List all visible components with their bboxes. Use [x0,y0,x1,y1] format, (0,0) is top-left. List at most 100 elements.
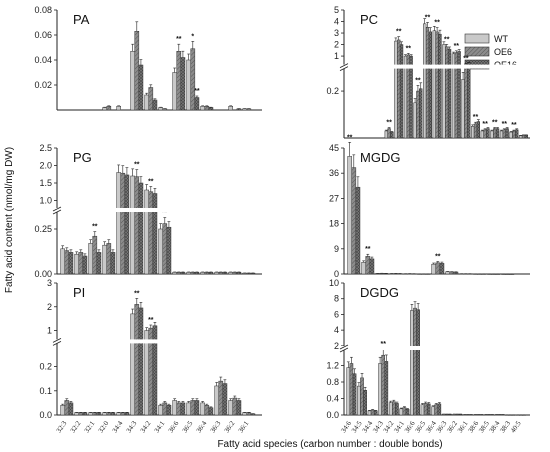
x-tick-label: 36:5 [181,419,195,434]
bar [138,64,144,111]
significance-mark: ** [162,210,168,217]
bar [524,134,529,139]
significance-mark: ** [482,121,488,128]
bar [106,412,112,416]
x-tick-label: 32:2 [69,419,83,434]
bar [351,167,357,275]
axis-break-mark [339,344,349,350]
y-tick-label: 0.1 [39,386,52,396]
y-tick-label: 2.0 [39,161,52,171]
significance-mark: ** [415,77,421,84]
legend-swatch-wt [464,33,490,44]
bar [431,263,436,275]
bar [162,402,168,416]
bar [158,405,163,416]
bar [355,186,361,275]
bar [64,250,70,275]
bar [152,99,158,111]
bar [186,402,191,416]
bar [495,128,500,139]
bar [120,412,126,416]
bar [180,402,186,416]
bar [180,271,186,275]
bar [204,405,210,416]
bar [82,255,88,275]
bar [399,408,404,416]
bar [138,182,144,275]
bar [124,174,130,275]
bar [367,410,372,416]
bar [373,410,378,416]
bar [92,412,98,416]
panel-title: PC [360,12,378,27]
bar [394,40,398,139]
legend-label-wt: WT [494,34,508,44]
significance-mark: ** [347,134,353,141]
y-tick-label: 0.25 [34,224,52,234]
bar [180,57,186,111]
y-tick-label: 0.4 [326,394,339,404]
significance-mark: ** [134,162,140,169]
y-tick-label: 1.5 [39,178,52,188]
panel-mgdg: 0 9 18 27 36 45 MGDG ** ** ** [329,134,530,279]
bar [190,48,196,111]
bar [480,130,484,139]
axis-break-mark [52,206,62,212]
bar [228,106,233,111]
bar [144,94,149,111]
bar [423,23,427,139]
bar [461,79,465,139]
y-tick-label: 1 [47,326,52,336]
bar [384,361,389,416]
y-tick-label: 3 [47,278,52,288]
y-tick-label: 3 [334,28,339,38]
panel-title: MGDG [360,150,400,165]
y-tick-label: 0.2 [39,362,52,372]
bar [172,271,177,275]
bar [218,380,224,416]
bar [158,107,163,111]
axis-break [340,64,530,69]
bar [78,252,84,275]
significance-mark: ** [148,179,154,186]
y-tick-label: 0 [334,269,339,279]
y-tick-label: 4 [334,17,339,27]
bar [381,354,386,416]
bar [152,325,158,416]
bar [473,123,478,139]
x-tick-label: 34:3 [125,419,139,434]
bar [449,271,455,275]
bar [365,256,371,275]
bar [250,413,256,416]
x-tick-label: 36:4 [195,419,209,434]
bar [360,377,364,416]
bar [457,51,461,139]
y-tick-label: 0.0 [39,410,52,420]
bar [464,63,468,139]
bar [186,59,191,111]
y-tick-label: 0.8 [326,377,339,387]
bar [419,88,423,139]
panel-pg: 0.00 0.25 1.0 1.5 2.0 2.5 PG ** ** ** ** [34,143,262,279]
bar [426,403,431,416]
y-axis-title: Fatty acid content (nmol/mg DW) [4,147,15,293]
bar [346,367,351,416]
bar [428,31,433,139]
y-tick-label: 10 [329,278,339,288]
bar [413,307,417,416]
bar [222,383,228,416]
bar [92,235,98,275]
bar [246,412,252,416]
bar [74,412,79,416]
bar [82,412,88,416]
bar [236,400,242,416]
bar [236,108,242,111]
bar [214,271,219,275]
bar [130,313,135,416]
bar [60,405,65,416]
panel-title: PI [73,285,85,300]
axis-break [340,346,530,350]
bar [416,309,420,416]
x-tick-label: 32:3 [55,419,69,434]
